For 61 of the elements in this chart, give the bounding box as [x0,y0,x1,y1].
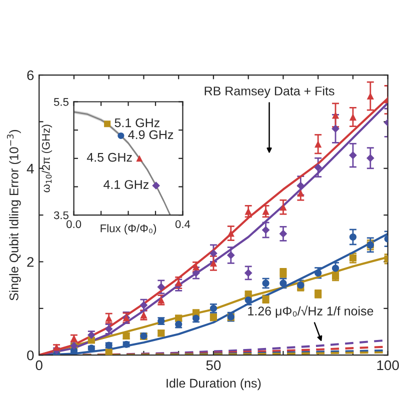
point [105,314,112,322]
annotation: 4.5 GHz [86,152,132,162]
point [244,269,252,277]
point [314,140,322,148]
point [262,280,270,287]
point [122,332,130,340]
annotation: 4.9 GHz [128,130,174,140]
point [210,304,218,312]
point [349,151,357,160]
y-tick-label: 2 [27,257,34,267]
point [280,204,287,211]
point [210,260,218,267]
y-tick-label: 5.5 [54,98,68,106]
y-axis-title: Single Qubit Idling Error (10$^{−3}$) [6,130,21,300]
x-tick-label: 0.0 [66,220,82,228]
point [210,249,218,258]
point [192,314,200,322]
point [314,269,322,276]
y-tick-label: 4 [26,164,34,174]
point [104,120,111,128]
point [332,112,340,119]
x-tick-label: 0.4 [175,220,190,228]
point [280,280,287,287]
annotation: 5.1 GHz [114,118,160,128]
point [157,283,166,291]
point [279,230,288,238]
x-tick-label: 0 [36,360,42,370]
point [296,182,305,190]
point [140,301,148,310]
annotation: 1.26 μΦ₀/√Hz 1/f noise [248,305,374,318]
point [244,208,252,215]
point [297,190,304,197]
point [104,325,113,333]
point [70,334,78,342]
point [227,230,234,237]
point [332,264,340,272]
y-tick-label: 0 [27,350,34,360]
y-tick-label: 3.5 [54,211,68,220]
point [366,154,374,162]
point [349,233,356,241]
point [210,314,218,321]
point [280,269,287,276]
x-tick-label: 100 [377,360,399,370]
point [118,132,124,139]
y-axis-title: ω$_{10}$/2π (GHz) [42,124,52,192]
x-axis-title: Flux (Φ/Φ₀) [100,224,156,234]
annotation: RB Ramsey Data + Fits [204,86,334,98]
point [175,279,182,286]
point [262,208,270,215]
point [314,164,322,172]
point [136,155,143,162]
point [105,348,112,356]
y-tick-label: 6 [27,70,34,80]
point [152,182,160,190]
x-tick-label: 50 [206,360,221,370]
point [226,251,235,260]
x-axis-title: Idle Duration (ns) [166,378,261,390]
annotation: 4.1 GHz [104,180,148,189]
point [192,269,200,277]
point [332,124,340,133]
point [262,226,270,234]
